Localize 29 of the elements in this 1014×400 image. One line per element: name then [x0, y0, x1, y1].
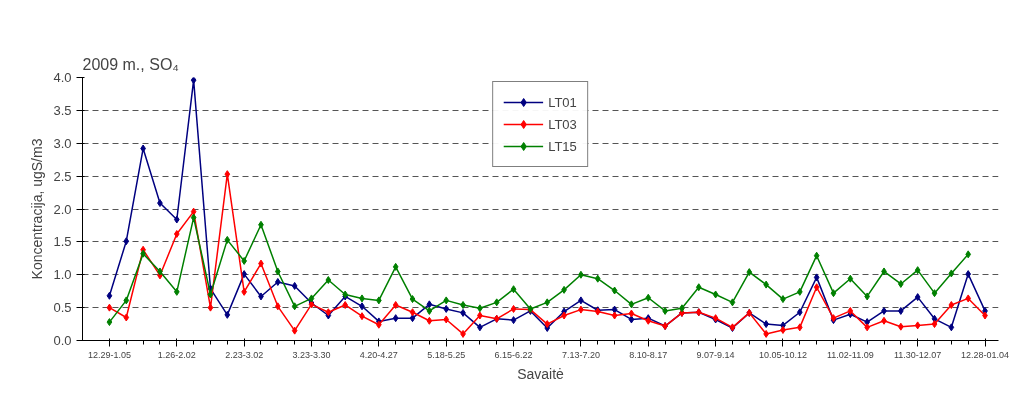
x-axis-title: Savaitė [517, 365, 565, 382]
legend-label: LT15 [548, 138, 577, 154]
legend-label: LT03 [548, 116, 577, 132]
x-tick-label: 10.05-10.12 [758, 349, 807, 360]
x-tick-label: 11.30-12.07 [893, 349, 942, 360]
y-tick-label: 2.5 [53, 168, 72, 184]
x-tick-label: 6.15-6.22 [494, 349, 533, 360]
x-tick-label: 4.20-4.27 [359, 349, 398, 360]
y-tick-label: 3.5 [53, 102, 72, 118]
x-tick-label: 9.07-9.14 [696, 349, 735, 360]
y-tick-label: 2.0 [53, 201, 72, 217]
y-tick-label: 3.0 [53, 135, 72, 151]
x-tick-label: 8.10-8.17 [629, 349, 668, 360]
y-tick-label: 1.5 [53, 234, 72, 250]
x-tick-label: 3.23-3.30 [292, 349, 331, 360]
x-tick-label: 1.26-2.02 [157, 349, 196, 360]
x-tick-label: 7.13-7.20 [561, 349, 600, 360]
x-tick-label: 11.02-11.09 [826, 349, 874, 360]
chart-title: 2009 m., SO₄ [82, 55, 179, 73]
x-tick-label: 12.29-1.05 [87, 349, 131, 360]
legend-label: LT01 [548, 94, 577, 110]
x-tick-label: 5.18-5.25 [427, 349, 466, 360]
y-axis-title: Koncentracija, ugS/m3 [29, 138, 46, 280]
y-tick-label: 1.0 [53, 267, 72, 283]
x-tick-label: 12.28-01.04 [961, 349, 1010, 360]
x-tick-label: 2.23-3.02 [225, 349, 264, 360]
y-tick-label: 4.0 [53, 70, 72, 85]
y-tick-label: 0.5 [53, 300, 72, 316]
y-tick-label: 0.0 [53, 333, 72, 348]
